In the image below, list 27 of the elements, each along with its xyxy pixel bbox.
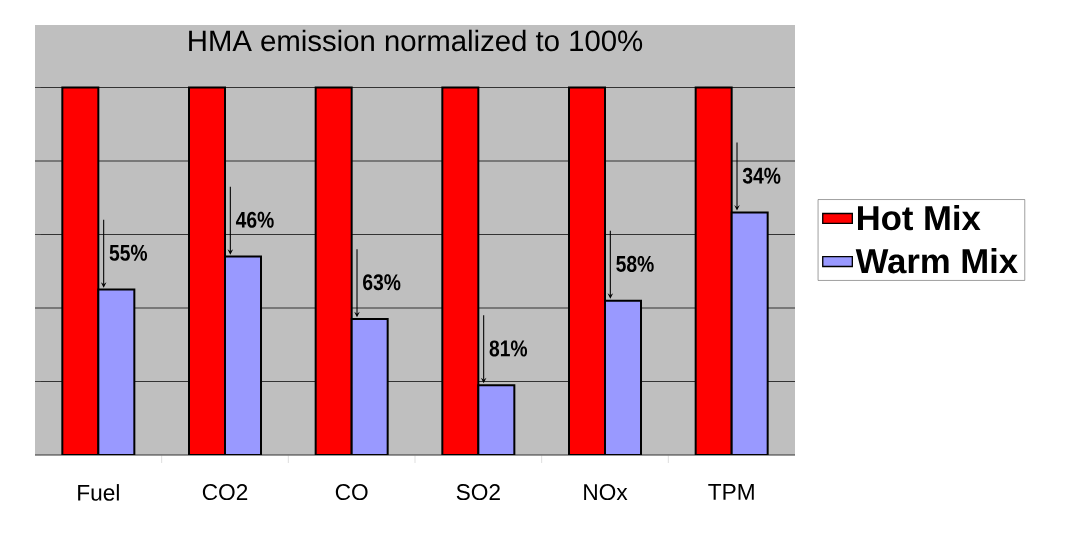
legend-label: Hot Mix bbox=[857, 204, 981, 231]
annotation: 46% bbox=[235, 211, 274, 228]
bar bbox=[694, 86, 733, 455]
bar bbox=[188, 86, 227, 455]
x-tick-label: SO2 bbox=[456, 484, 500, 501]
bar bbox=[61, 86, 100, 455]
x-tick-label: CO2 bbox=[202, 484, 248, 501]
bar bbox=[730, 211, 769, 455]
bar bbox=[97, 288, 136, 455]
annotation: 55% bbox=[109, 244, 148, 261]
x-tick-label: Fuel bbox=[78, 484, 119, 501]
bar bbox=[477, 384, 516, 455]
annotation: 58% bbox=[616, 255, 654, 272]
bar bbox=[568, 86, 607, 455]
bar bbox=[441, 86, 480, 455]
annotation: 81% bbox=[489, 340, 528, 357]
x-tick-label: CO bbox=[335, 484, 368, 501]
bar bbox=[350, 318, 389, 455]
annotation: 34% bbox=[742, 167, 781, 184]
x-tick-label: NOx bbox=[584, 484, 628, 501]
bar bbox=[604, 299, 642, 455]
annotation: 63% bbox=[363, 274, 401, 291]
bar bbox=[224, 255, 262, 455]
legend-label: Warm Mix bbox=[855, 248, 1018, 274]
bar bbox=[314, 86, 353, 455]
chart-title: HMA emission normalized to 100% bbox=[189, 29, 643, 52]
x-tick-label: TPM bbox=[708, 484, 754, 500]
